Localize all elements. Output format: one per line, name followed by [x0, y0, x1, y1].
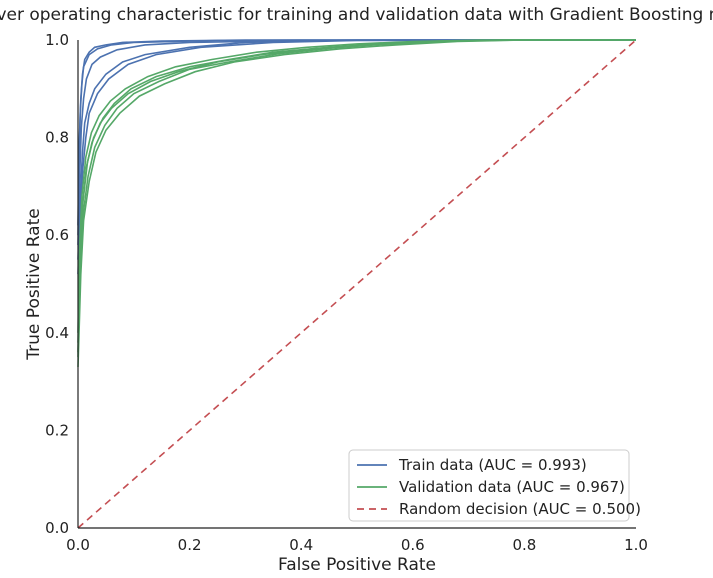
x-tick-labels: 0.0 0.2 0.4 0.6 0.8 1.0 — [66, 536, 648, 554]
legend-label-0: Train data (AUC = 0.993) — [398, 456, 587, 474]
y-axis-label: True Positive Rate — [24, 208, 44, 360]
legend-items: Train data (AUC = 0.993) Validation data … — [357, 456, 641, 518]
series-0-curve-2 — [77, 39, 636, 260]
y-tick-label: 0.8 — [45, 129, 69, 147]
chart-title: Receiver operating characteristic for tr… — [0, 5, 713, 25]
series-1-curve-3 — [77, 39, 636, 333]
legend-label-1: Validation data (AUC = 0.967) — [399, 478, 625, 496]
series-2-curve-0 — [77, 39, 637, 529]
x-tick-label: 1.0 — [624, 536, 648, 554]
x-tick-label: 0.2 — [178, 536, 202, 554]
series-1-curve-2 — [77, 39, 636, 368]
series-1-curve-0 — [77, 39, 636, 358]
y-tick-label: 0.4 — [45, 324, 69, 342]
series-1-curve-4 — [77, 39, 636, 353]
y-tick-label: 0.0 — [45, 519, 69, 537]
y-tick-labels: 0.0 0.2 0.4 0.6 0.8 1.0 — [45, 31, 69, 537]
x-axis-label: False Positive Rate — [278, 555, 436, 575]
series-0-curve-3 — [77, 39, 637, 275]
series-0-curve-4 — [77, 39, 636, 236]
x-tick-label: 0.0 — [66, 536, 90, 554]
plot-area: 0.0 0.2 0.4 0.6 0.8 1.0 0.0 0.2 0.4 0.6 0.8 1.0 — [45, 31, 648, 554]
y-tick-label: 1.0 — [45, 31, 69, 49]
curves-group — [77, 39, 637, 529]
series-0-curve-1 — [77, 39, 636, 246]
legend-label-2: Random decision (AUC = 0.500) — [399, 500, 641, 518]
x-tick-label: 0.8 — [512, 536, 536, 554]
series-0-curve-0 — [77, 39, 636, 226]
legend: Train data (AUC = 0.993) Validation data … — [348, 449, 641, 522]
y-tick-label: 0.6 — [45, 226, 69, 244]
legend-box — [348, 449, 630, 522]
x-tick-label: 0.4 — [289, 536, 313, 554]
y-tick-label: 0.2 — [45, 421, 69, 439]
x-tick-label: 0.6 — [401, 536, 425, 554]
